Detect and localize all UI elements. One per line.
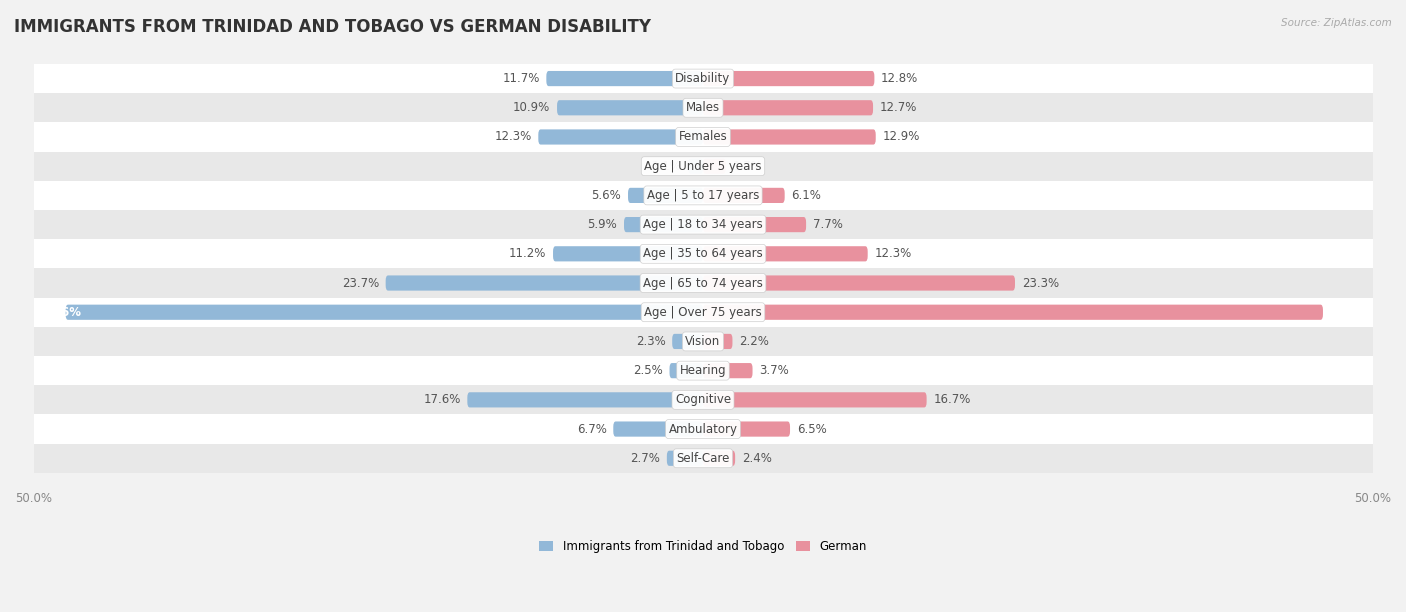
Legend: Immigrants from Trinidad and Tobago, German: Immigrants from Trinidad and Tobago, Ger…	[534, 536, 872, 558]
FancyBboxPatch shape	[703, 334, 733, 349]
FancyBboxPatch shape	[703, 422, 790, 436]
Text: 12.7%: 12.7%	[880, 101, 917, 114]
Text: Self-Care: Self-Care	[676, 452, 730, 465]
Text: Age | Under 5 years: Age | Under 5 years	[644, 160, 762, 173]
Text: Disability: Disability	[675, 72, 731, 85]
Text: 7.7%: 7.7%	[813, 218, 842, 231]
FancyBboxPatch shape	[553, 246, 703, 261]
FancyBboxPatch shape	[538, 129, 703, 144]
FancyBboxPatch shape	[703, 450, 735, 466]
Text: 17.6%: 17.6%	[423, 394, 461, 406]
Text: Hearing: Hearing	[679, 364, 727, 377]
Text: 11.2%: 11.2%	[509, 247, 547, 260]
Text: Males: Males	[686, 101, 720, 114]
Text: 5.9%: 5.9%	[588, 218, 617, 231]
Bar	[34, 385, 1372, 414]
Text: 16.7%: 16.7%	[934, 394, 970, 406]
Text: Cognitive: Cognitive	[675, 394, 731, 406]
FancyBboxPatch shape	[703, 71, 875, 86]
Text: Age | 65 to 74 years: Age | 65 to 74 years	[643, 277, 763, 289]
Bar	[34, 239, 1372, 269]
Text: Ambulatory: Ambulatory	[668, 422, 738, 436]
Text: 6.1%: 6.1%	[792, 189, 821, 202]
Text: Age | 18 to 34 years: Age | 18 to 34 years	[643, 218, 763, 231]
Text: 6.5%: 6.5%	[797, 422, 827, 436]
FancyBboxPatch shape	[689, 159, 703, 174]
Bar	[34, 414, 1372, 444]
FancyBboxPatch shape	[703, 217, 806, 232]
FancyBboxPatch shape	[624, 217, 703, 232]
Text: Age | Over 75 years: Age | Over 75 years	[644, 306, 762, 319]
Text: Age | 5 to 17 years: Age | 5 to 17 years	[647, 189, 759, 202]
Bar	[34, 93, 1372, 122]
FancyBboxPatch shape	[669, 363, 703, 378]
Text: 1.1%: 1.1%	[652, 160, 682, 173]
FancyBboxPatch shape	[666, 450, 703, 466]
FancyBboxPatch shape	[703, 159, 725, 174]
Bar	[34, 444, 1372, 473]
Text: Source: ZipAtlas.com: Source: ZipAtlas.com	[1281, 18, 1392, 28]
FancyBboxPatch shape	[703, 305, 1323, 320]
Text: 2.2%: 2.2%	[740, 335, 769, 348]
Text: 11.7%: 11.7%	[502, 72, 540, 85]
FancyBboxPatch shape	[703, 188, 785, 203]
Text: 5.6%: 5.6%	[592, 189, 621, 202]
Text: 23.7%: 23.7%	[342, 277, 380, 289]
Text: 12.9%: 12.9%	[883, 130, 920, 143]
Bar	[34, 210, 1372, 239]
Bar	[34, 64, 1372, 93]
FancyBboxPatch shape	[672, 334, 703, 349]
Text: 2.5%: 2.5%	[633, 364, 662, 377]
Text: 12.3%: 12.3%	[495, 130, 531, 143]
Bar	[34, 181, 1372, 210]
Text: 10.9%: 10.9%	[513, 101, 550, 114]
Bar	[34, 297, 1372, 327]
FancyBboxPatch shape	[547, 71, 703, 86]
FancyBboxPatch shape	[703, 246, 868, 261]
Text: 46.3%: 46.3%	[1324, 306, 1365, 319]
FancyBboxPatch shape	[467, 392, 703, 408]
FancyBboxPatch shape	[557, 100, 703, 116]
Text: 23.3%: 23.3%	[1022, 277, 1059, 289]
FancyBboxPatch shape	[385, 275, 703, 291]
Text: Females: Females	[679, 130, 727, 143]
Bar	[34, 269, 1372, 297]
FancyBboxPatch shape	[613, 422, 703, 436]
FancyBboxPatch shape	[703, 275, 1015, 291]
Text: 2.4%: 2.4%	[742, 452, 772, 465]
Bar	[34, 152, 1372, 181]
FancyBboxPatch shape	[703, 392, 927, 408]
Text: 1.7%: 1.7%	[733, 160, 762, 173]
Text: 12.3%: 12.3%	[875, 247, 911, 260]
Text: 12.8%: 12.8%	[882, 72, 918, 85]
Text: 2.3%: 2.3%	[636, 335, 665, 348]
Text: Vision: Vision	[685, 335, 721, 348]
Bar	[34, 356, 1372, 385]
FancyBboxPatch shape	[703, 363, 752, 378]
FancyBboxPatch shape	[703, 100, 873, 116]
FancyBboxPatch shape	[66, 305, 703, 320]
FancyBboxPatch shape	[628, 188, 703, 203]
Text: 2.7%: 2.7%	[630, 452, 661, 465]
Text: Age | 35 to 64 years: Age | 35 to 64 years	[643, 247, 763, 260]
Text: 3.7%: 3.7%	[759, 364, 789, 377]
Text: 47.6%: 47.6%	[41, 306, 82, 319]
Text: IMMIGRANTS FROM TRINIDAD AND TOBAGO VS GERMAN DISABILITY: IMMIGRANTS FROM TRINIDAD AND TOBAGO VS G…	[14, 18, 651, 36]
Bar	[34, 122, 1372, 152]
Bar	[34, 327, 1372, 356]
Text: 6.7%: 6.7%	[576, 422, 606, 436]
FancyBboxPatch shape	[703, 129, 876, 144]
